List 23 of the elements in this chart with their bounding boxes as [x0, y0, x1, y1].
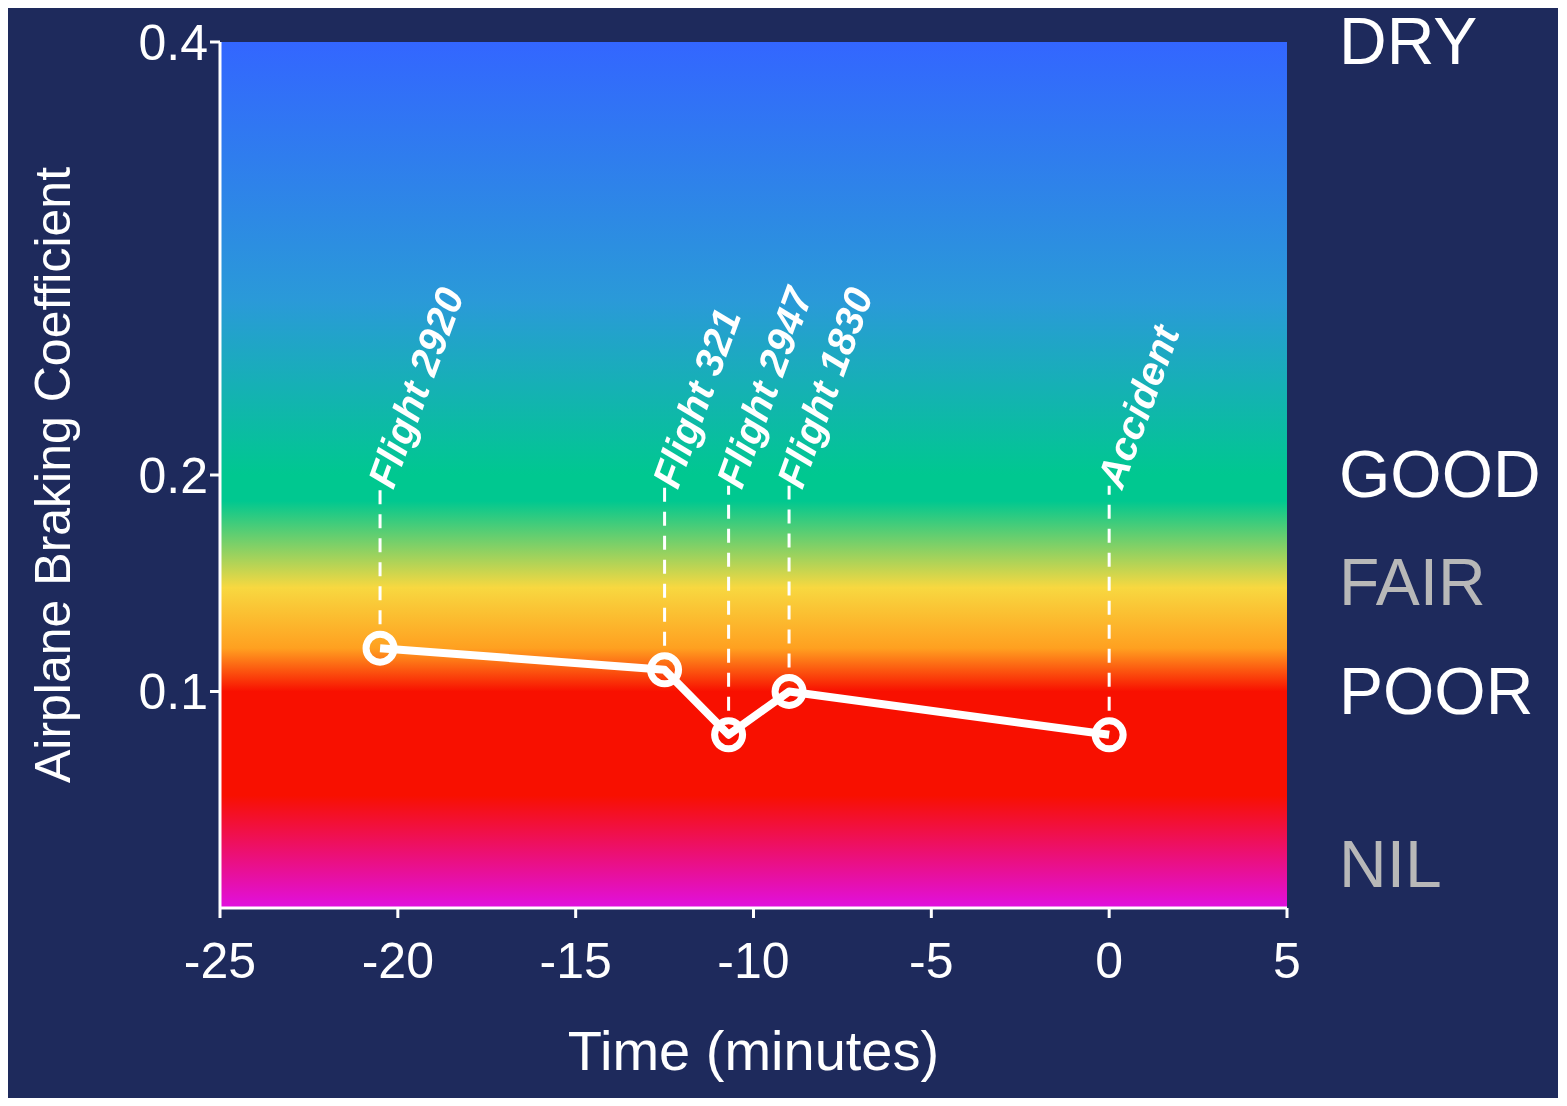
x-tick-label: -20: [361, 932, 434, 989]
text: FAIR: [1339, 545, 1486, 620]
point: [362, 630, 398, 666]
point: [771, 674, 807, 709]
text: POOR: [1339, 653, 1534, 728]
x-tick-label: 5: [1273, 932, 1301, 989]
text: NIL: [1339, 826, 1442, 901]
point: [1091, 717, 1127, 753]
text: DRY: [1339, 4, 1478, 78]
text: GOOD: [1339, 437, 1541, 511]
x-tick-label: -10: [717, 932, 790, 989]
x-tick-label: -15: [539, 932, 612, 989]
y-axis-title: Airplane Braking Coefficient: [25, 166, 81, 784]
y-tick-label: 0.1: [138, 664, 208, 721]
x-tick-label: 0: [1095, 932, 1124, 989]
point: [711, 717, 747, 753]
x-tick-label: -5: [909, 932, 954, 989]
x-axis-title: Time (minutes): [567, 1019, 940, 1082]
y-tick-label: 0.4: [138, 14, 208, 71]
y-tick-label: 0.2: [138, 447, 208, 504]
annotation: Flight 2920: [359, 281, 473, 494]
x-tick-label: -25: [183, 932, 257, 989]
point: [647, 652, 683, 688]
